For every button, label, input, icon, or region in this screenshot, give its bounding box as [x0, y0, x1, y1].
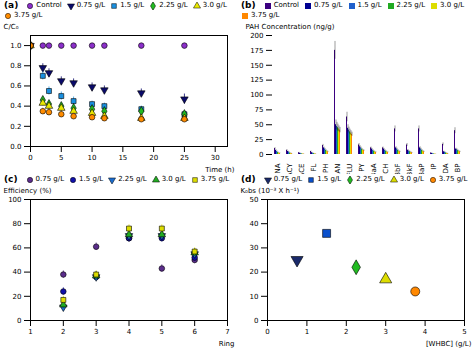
svg-text:50: 50 — [250, 196, 259, 204]
svg-text:AN: AN — [334, 164, 342, 174]
html-text:(b): (b) — [241, 0, 256, 10]
svg-text:1.0: 1.0 — [10, 42, 21, 50]
svg-text:5: 5 — [160, 328, 164, 336]
svg-text:BbF: BbF — [394, 164, 402, 175]
svg-text:1: 1 — [305, 328, 309, 336]
svg-text:20: 20 — [13, 293, 22, 301]
svg-text:5: 5 — [462, 328, 466, 336]
html-text:0.75 g/L: 0.75 g/L — [35, 175, 65, 183]
svg-text:Time (h): Time (h) — [204, 166, 235, 174]
html-text:3.75 g/L: 3.75 g/L — [438, 175, 468, 183]
svg-text:30: 30 — [250, 244, 259, 252]
html-text:3.0 g/L: 3.0 g/L — [440, 1, 465, 9]
svg-text:BP: BP — [454, 164, 462, 173]
svg-text:PY: PY — [358, 163, 366, 172]
svg-text:[WHBC] (g/L): [WHBC] (g/L) — [426, 340, 472, 348]
svg-text:0: 0 — [28, 154, 32, 162]
svg-text:0: 0 — [259, 151, 263, 159]
svg-text:50: 50 — [255, 121, 264, 129]
svg-text:0.4: 0.4 — [10, 102, 22, 110]
svg-text:PH: PH — [322, 164, 330, 174]
svg-text:CH: CH — [382, 164, 390, 174]
svg-text:20: 20 — [149, 154, 158, 162]
svg-text:25: 25 — [180, 154, 189, 162]
svg-text:20: 20 — [250, 268, 259, 276]
svg-text:100: 100 — [8, 196, 21, 204]
svg-text:4: 4 — [423, 328, 428, 336]
html-text:(c): (c) — [4, 174, 18, 184]
svg-text:100: 100 — [250, 91, 263, 99]
svg-text:1: 1 — [28, 328, 32, 336]
svg-text:0.0: 0.0 — [10, 143, 21, 151]
svg-text:2: 2 — [344, 328, 348, 336]
svg-text:3: 3 — [94, 328, 98, 336]
svg-text:DA: DA — [442, 163, 450, 173]
html-text:(a): (a) — [4, 0, 19, 10]
svg-text:NA: NA — [274, 163, 282, 173]
html-text:3.0 g/L: 3.0 g/L — [202, 1, 227, 9]
svg-text:PAH Concentration (ng/g): PAH Concentration (ng/g) — [246, 23, 335, 31]
svg-text:0.8: 0.8 — [10, 62, 21, 70]
html-text:0.75 g/L: 0.75 g/L — [76, 1, 106, 9]
html-text:3.0 g/L: 3.0 g/L — [161, 175, 186, 183]
svg-text:200: 200 — [250, 32, 263, 40]
html-text:3.75 g/L: 3.75 g/L — [251, 11, 280, 19]
svg-text:0: 0 — [254, 317, 258, 325]
svg-text:40: 40 — [13, 268, 22, 276]
svg-text:0.2: 0.2 — [10, 123, 21, 131]
svg-text:FL: FL — [310, 163, 318, 171]
svg-text:FLU: FLU — [346, 164, 354, 175]
svg-text:175: 175 — [250, 47, 263, 55]
svg-text:7: 7 — [225, 328, 229, 336]
svg-text:K₀bs (10⁻³ X h⁻¹): K₀bs (10⁻³ X h⁻¹) — [241, 187, 300, 195]
svg-text:IP: IP — [430, 164, 438, 170]
html-text:(d): (d) — [241, 174, 256, 184]
svg-text:BkF: BkF — [406, 164, 414, 175]
html-text:1.5 g/L: 1.5 g/L — [120, 1, 145, 9]
svg-text:2: 2 — [61, 328, 65, 336]
svg-text:0: 0 — [265, 328, 269, 336]
html-text:1.5 g/L: 1.5 g/L — [357, 1, 382, 9]
html-text:Control: Control — [273, 1, 299, 9]
svg-text:6: 6 — [192, 328, 197, 336]
html-text:2.25 g/L: 2.25 g/L — [396, 1, 426, 9]
html-text:Control: Control — [36, 1, 62, 9]
svg-text:10: 10 — [88, 154, 97, 162]
svg-text:BaP: BaP — [418, 164, 426, 175]
html-text:3.75 g/L: 3.75 g/L — [14, 11, 43, 19]
svg-text:3: 3 — [383, 328, 387, 336]
svg-text:4: 4 — [127, 328, 132, 336]
svg-text:60: 60 — [13, 244, 22, 252]
svg-text:ACY: ACY — [286, 163, 294, 174]
svg-text:5: 5 — [59, 154, 63, 162]
html-text:3.0 g/L: 3.0 g/L — [399, 175, 424, 183]
html-text:2.25 g/L: 2.25 g/L — [159, 1, 188, 9]
svg-text:BaA: BaA — [370, 163, 378, 174]
html-text:2.25 g/L: 2.25 g/L — [118, 175, 147, 183]
svg-text:150: 150 — [250, 61, 263, 69]
svg-text:30: 30 — [211, 154, 220, 162]
svg-text:Ring: Ring — [219, 340, 235, 348]
svg-text:125: 125 — [250, 76, 263, 84]
svg-text:10: 10 — [250, 293, 259, 301]
svg-text:0: 0 — [17, 317, 21, 325]
svg-text:40: 40 — [250, 220, 259, 228]
html-text:1.5 g/L: 1.5 g/L — [79, 175, 104, 183]
svg-text:80: 80 — [13, 220, 22, 228]
svg-text:75: 75 — [255, 106, 264, 114]
svg-text:C/C₀: C/C₀ — [4, 23, 19, 31]
html-text:0.75 g/L: 0.75 g/L — [273, 175, 303, 183]
svg-text:Efficiency (%): Efficiency (%) — [4, 187, 52, 195]
html-text:2.25 g/L: 2.25 g/L — [356, 175, 385, 183]
svg-text:15: 15 — [118, 154, 127, 162]
svg-text:25: 25 — [255, 136, 264, 144]
html-text:1.5 g/L: 1.5 g/L — [317, 175, 342, 183]
html-text:0.75 g/L: 0.75 g/L — [314, 1, 343, 9]
svg-text:0.6: 0.6 — [10, 82, 22, 90]
svg-text:ACE: ACE — [298, 164, 306, 175]
html-text:3.75 g/L: 3.75 g/L — [200, 175, 230, 183]
